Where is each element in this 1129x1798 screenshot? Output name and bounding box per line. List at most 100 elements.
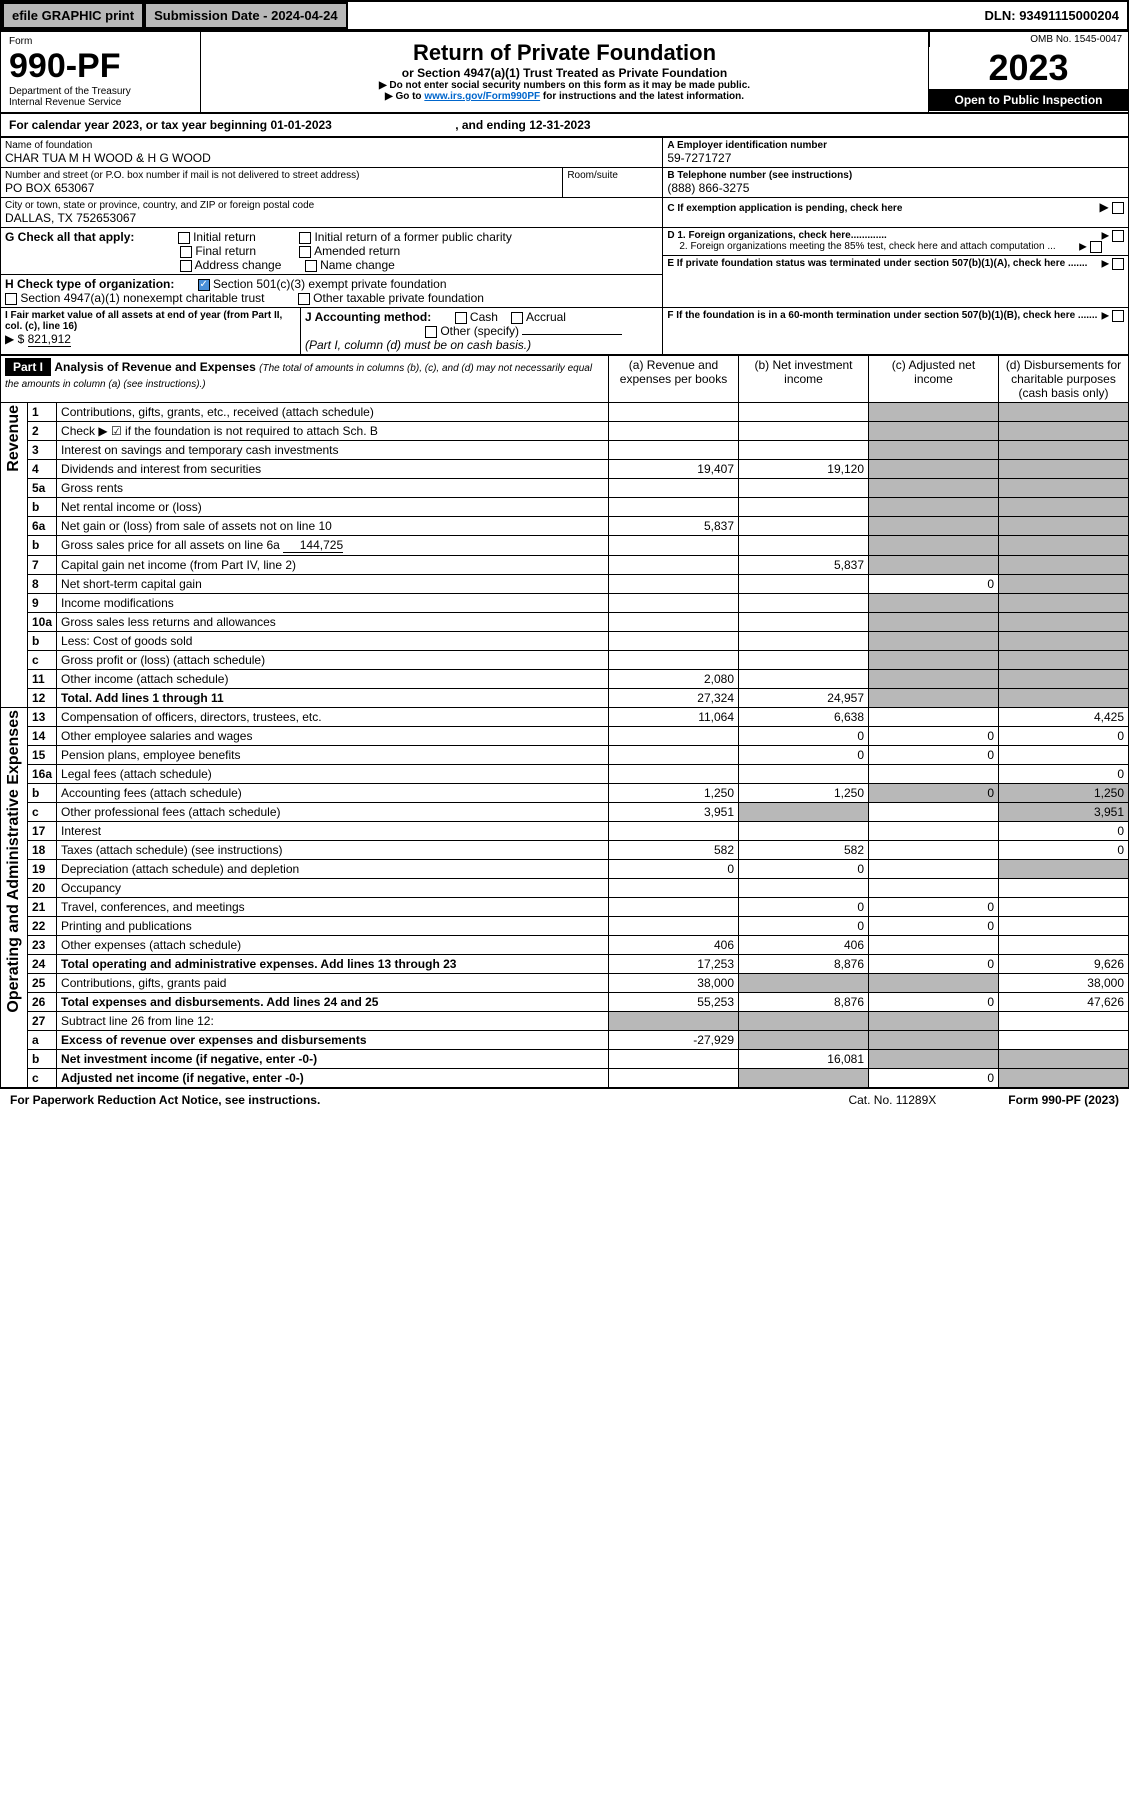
cell-d [999,460,1129,479]
submission-date-btn[interactable]: Submission Date - 2024-04-24 [144,2,348,29]
footer: For Paperwork Reduction Act Notice, see … [0,1088,1129,1111]
cell-d [999,689,1129,708]
cell-a [609,746,739,765]
line-number: 8 [28,575,57,594]
d1-checkbox[interactable] [1112,230,1124,242]
cell-a: 55,253 [609,993,739,1012]
cell-a [609,536,739,556]
line-number: c [28,803,57,822]
line-label: Total expenses and disbursements. Add li… [57,993,609,1012]
h-501c3-cb[interactable] [198,279,210,291]
cell-c: 0 [869,1069,999,1088]
cell-b [739,441,869,460]
line-number: b [28,784,57,803]
cell-a: 19,407 [609,460,739,479]
cell-c [869,479,999,498]
table-row: 17Interest0 [1,822,1129,841]
g-amended-cb[interactable] [299,246,311,258]
cell-d [999,917,1129,936]
line-number: 10a [28,613,57,632]
cell-b [739,803,869,822]
c-label: C If exemption application is pending, c… [667,203,902,214]
j-accrual: Accrual [526,310,566,324]
j-other-cb[interactable] [425,326,437,338]
g-final-return-cb[interactable] [180,246,192,258]
cell-d [999,651,1129,670]
cell-a: 0 [609,860,739,879]
table-row: 27Subtract line 26 from line 12: [1,1012,1129,1031]
cell-b [739,422,869,441]
cell-c: 0 [869,993,999,1012]
line-number: b [28,498,57,517]
cell-d [999,422,1129,441]
revenue-side-label: Revenue [5,405,23,472]
cell-b [739,517,869,536]
cell-b: 0 [739,746,869,765]
table-row: cGross profit or (loss) (attach schedule… [1,651,1129,670]
cell-b: 0 [739,727,869,746]
cell-c [869,879,999,898]
line-label: Total operating and administrative expen… [57,955,609,974]
line-label: Accounting fees (attach schedule) [57,784,609,803]
cell-d [999,613,1129,632]
g-initial-return-cb[interactable] [178,232,190,244]
table-row: cOther professional fees (attach schedul… [1,803,1129,822]
cell-d [999,936,1129,955]
c-checkbox[interactable] [1112,202,1124,214]
cell-b: 1,250 [739,784,869,803]
e-checkbox[interactable] [1112,258,1124,270]
cell-c: 0 [869,784,999,803]
d2-label: 2. Foreign organizations meeting the 85%… [679,241,1055,252]
h-other-cb[interactable] [298,293,310,305]
j-accrual-cb[interactable] [511,312,523,324]
cell-b: 582 [739,841,869,860]
cell-b [739,879,869,898]
expenses-side-label: Operating and Administrative Expenses [5,710,23,1013]
g-name-cb[interactable] [305,260,317,272]
form990pf-link[interactable]: www.irs.gov/Form990PF [424,91,540,102]
line-label: Net gain or (loss) from sale of assets n… [57,517,609,536]
cal-begin: 01-01-2023 [270,118,331,132]
cell-b [739,765,869,784]
f-checkbox[interactable] [1112,310,1124,322]
cell-d [999,441,1129,460]
g-initial-former-cb[interactable] [299,232,311,244]
line-number: 12 [28,689,57,708]
cell-d: 38,000 [999,974,1129,993]
j-cash-cb[interactable] [455,312,467,324]
table-row: 16aLegal fees (attach schedule)0 [1,765,1129,784]
table-row: bAccounting fees (attach schedule)1,2501… [1,784,1129,803]
line-label: Subtract line 26 from line 12: [57,1012,609,1031]
line-number: 2 [28,422,57,441]
line-number: 3 [28,441,57,460]
cell-c [869,517,999,536]
cell-c [869,594,999,613]
cell-c: 0 [869,955,999,974]
g-opt-2: Final return [195,244,256,258]
cell-c [869,670,999,689]
g-address-cb[interactable] [180,260,192,272]
cell-d [999,403,1129,422]
form-subtitle: or Section 4947(a)(1) Trust Treated as P… [209,66,920,80]
line-label: Check ▶ ☑ if the foundation is not requi… [57,422,609,441]
table-row: 21Travel, conferences, and meetings00 [1,898,1129,917]
line-number: 27 [28,1012,57,1031]
line-label: Adjusted net income (if negative, enter … [57,1069,609,1088]
h-4947-cb[interactable] [5,293,17,305]
line-label: Contributions, gifts, grants, etc., rece… [57,403,609,422]
cell-c [869,708,999,727]
d2-checkbox[interactable] [1090,241,1102,253]
efile-btn[interactable]: efile GRAPHIC print [2,2,144,29]
cal-end: 12-31-2023 [529,118,590,132]
cell-b [739,479,869,498]
line-label: Other professional fees (attach schedule… [57,803,609,822]
tax-year: 2023 [929,47,1128,89]
line-label: Less: Cost of goods sold [57,632,609,651]
cell-a [609,651,739,670]
cell-c: 0 [869,727,999,746]
line-number: b [28,536,57,556]
table-row: bLess: Cost of goods sold [1,632,1129,651]
cell-b [739,1031,869,1050]
line-label: Net rental income or (loss) [57,498,609,517]
footer-right: Form 990-PF (2023) [1002,1091,1125,1109]
